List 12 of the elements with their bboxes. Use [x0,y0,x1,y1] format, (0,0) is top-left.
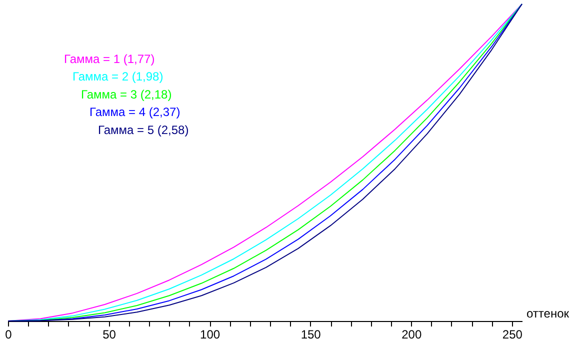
text: Гамма = 5 (2,58) [98,122,189,137]
x-tick-label: 200 [402,328,422,342]
text: Гамма = 1 (1,77) [64,52,155,66]
x-tick-label: 250 [502,328,523,342]
text: Гамма = 2 (1,98) [72,70,164,84]
x-tick-label: 100 [200,328,220,342]
text: Гамма = 4 (2,37) [90,105,180,120]
x-tick-label: 150 [300,328,322,342]
text: Гамма = 3 (2,18) [81,87,172,102]
x-tick-label: 0 [5,328,12,342]
x-tick-label: 50 [102,328,116,342]
x-axis-title: оттенок [526,306,570,320]
